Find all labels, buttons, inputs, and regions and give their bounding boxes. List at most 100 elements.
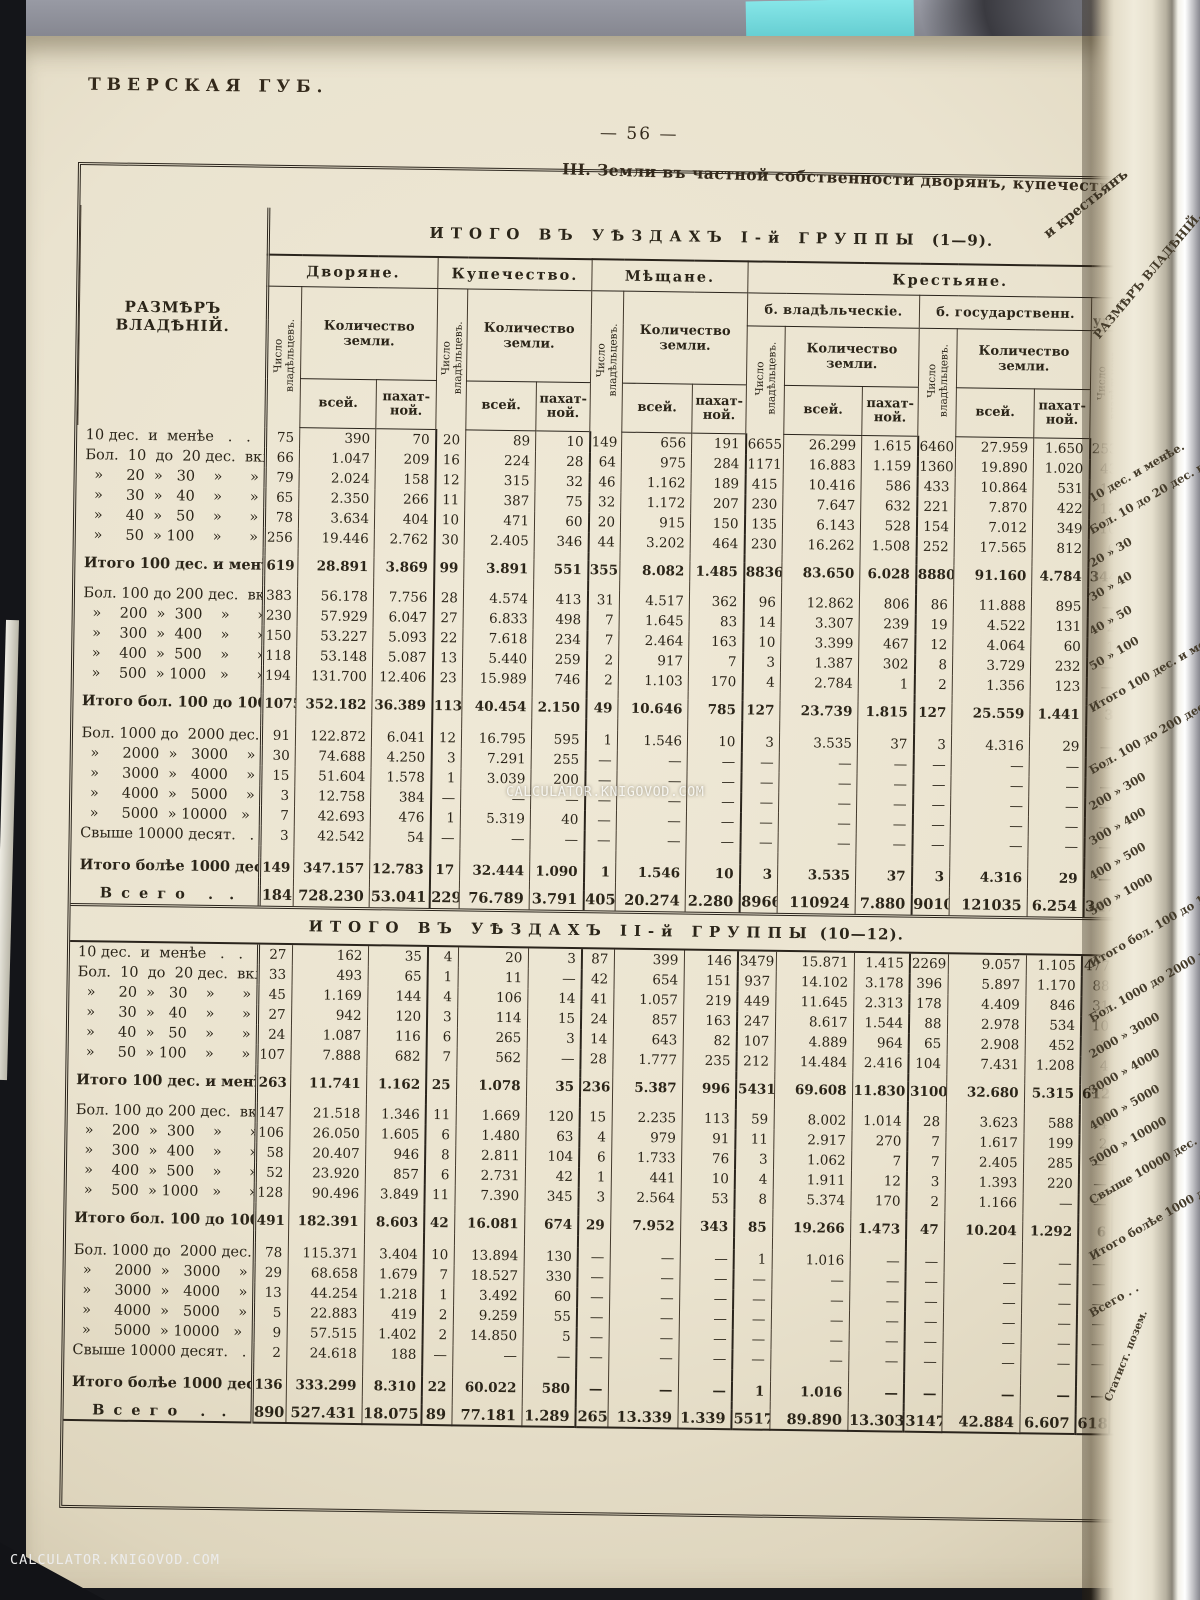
cell: 7	[907, 1131, 946, 1152]
cell: 728.230	[293, 885, 370, 907]
row-label: Итого бол. 100 до 1000 дес.	[66, 1207, 255, 1231]
cell: 3147	[903, 1411, 942, 1432]
cell: 27	[433, 607, 464, 628]
cell: 551	[533, 558, 588, 580]
cell	[779, 720, 858, 734]
cell: 4.409	[947, 993, 1026, 1015]
cell: 11.741	[290, 1072, 367, 1094]
cell: 1.508	[860, 535, 917, 557]
cell: —	[732, 1328, 771, 1350]
cell: 147	[255, 1102, 290, 1123]
cell: 33	[257, 964, 292, 985]
cell: 1.057	[613, 989, 684, 1011]
row-label: » 5000 » 10000 » »	[64, 1319, 253, 1343]
cell: 1.473	[850, 1218, 907, 1240]
row-label: » 50 » 100 » »	[76, 524, 265, 548]
cell	[777, 852, 856, 866]
cell: 121035	[949, 894, 1028, 916]
cell: —	[779, 752, 858, 774]
cell	[255, 1092, 291, 1103]
cell: 1.016	[769, 1381, 849, 1403]
cell: 32.680	[945, 1081, 1025, 1103]
cell: 86	[915, 594, 954, 615]
cell: 785	[687, 699, 743, 720]
cell: 53.041	[369, 886, 430, 908]
cell: 76	[681, 1148, 736, 1169]
cell: 7.756	[373, 586, 434, 608]
page-curl-overlay: РАЗМѢРЪ ВЛАДѢНІЙ. 10 дес. и менѣе. Бол. 10…	[1082, 0, 1200, 1600]
cell: 136	[251, 1374, 287, 1395]
cell	[371, 714, 432, 728]
row-label: Бол. 100 до 200 дес. вкл.	[67, 1099, 256, 1123]
cell: 19.446	[298, 527, 375, 549]
cell: —	[848, 1330, 905, 1352]
cell: 18.527	[453, 1264, 524, 1286]
row-label: Итого болѣе 1000 дес. .	[71, 854, 260, 878]
cell: 9	[252, 1322, 287, 1343]
cell: 632	[860, 495, 917, 517]
cell: 30	[434, 529, 465, 550]
cell: 57.929	[297, 605, 374, 627]
owners-count-header: Число владѣльцевъ.	[745, 325, 786, 435]
cell: 10	[742, 631, 782, 653]
cell: 1.617	[945, 1131, 1024, 1153]
cell: 3	[741, 731, 780, 753]
cell: 2.564	[610, 1187, 681, 1209]
cell: 89	[465, 429, 536, 451]
cell: 7	[906, 1151, 946, 1172]
cell: 534	[1024, 1014, 1082, 1036]
cell: 1	[423, 1284, 454, 1305]
cell: 28	[907, 1111, 946, 1132]
cell: —	[903, 1383, 943, 1404]
cell: 390	[299, 427, 376, 449]
cell: 12.406	[372, 666, 433, 688]
cell: 11	[457, 966, 528, 988]
curl-text: 40 » 50	[1086, 602, 1135, 639]
row-label: Бол. 1000 до 2000 дес. вкл.	[65, 1239, 254, 1263]
cell	[679, 1236, 735, 1249]
cell: 384	[370, 786, 431, 808]
cell: 2.731	[454, 1164, 526, 1186]
size-of-holdings-header: РАЗМѢРЪ ВЛАДѢНІЙ.	[77, 205, 269, 428]
cell: —	[677, 1379, 733, 1401]
cell: 20.407	[289, 1142, 366, 1164]
cell: 528	[860, 515, 917, 537]
land-quantity-header: Количество земли.	[956, 328, 1092, 390]
cell: 35	[367, 945, 429, 967]
row-label: Свыше 10000 десят. .	[64, 1339, 253, 1363]
cell: 220	[1022, 1172, 1079, 1194]
cell: 746	[532, 668, 587, 690]
cell	[295, 713, 372, 727]
cell: 6	[426, 1026, 457, 1047]
cell: 3	[259, 825, 295, 846]
cell: 10.416	[782, 474, 862, 496]
cell: 11	[735, 1128, 774, 1150]
cell: 5	[252, 1302, 288, 1323]
cell	[362, 1363, 423, 1377]
cell	[252, 1362, 287, 1375]
cell: 471	[464, 509, 535, 531]
cell: 1	[430, 767, 462, 788]
cell: 7.647	[782, 494, 861, 516]
cell: 11	[434, 489, 465, 510]
cell: 31	[587, 589, 620, 611]
cell	[849, 1238, 907, 1252]
cell: 104	[525, 1145, 580, 1167]
cell: 120	[525, 1105, 580, 1127]
cell: 59	[735, 1108, 774, 1130]
cell: 3	[735, 1148, 774, 1170]
curl-text: 30 » 40	[1086, 568, 1135, 605]
cell	[369, 846, 430, 860]
cell: —	[733, 1288, 772, 1310]
row-label: » 300 » 400 » »	[74, 622, 264, 646]
cell: 60	[534, 510, 589, 532]
cell: 12	[850, 1170, 907, 1192]
cell: —	[1019, 1384, 1077, 1406]
cell: 3.178	[853, 972, 910, 994]
cell: 7.390	[454, 1184, 525, 1206]
cell: 144	[367, 985, 428, 1007]
cell: 2	[422, 1304, 454, 1325]
cell: 12.783	[369, 858, 430, 880]
cell: 4.784	[1031, 565, 1088, 587]
